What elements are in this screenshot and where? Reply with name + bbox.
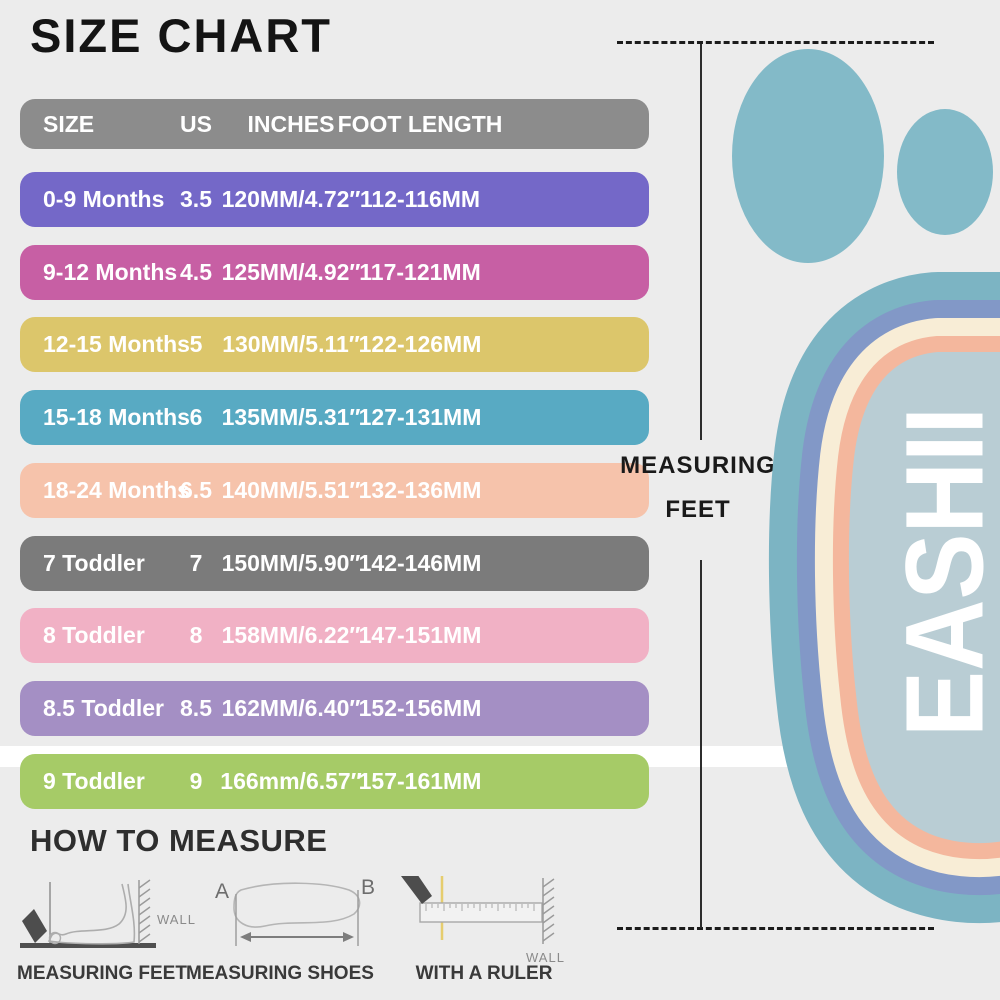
row-foot-length-cell: 157-161MM [358, 767, 482, 794]
measuring-shoes-icon: A B [215, 876, 375, 946]
row-size-cell: 8.5 Toddler [43, 694, 164, 721]
row-us-cell: 8 [189, 622, 203, 649]
row-foot-length-cell: 142-146MM [358, 549, 482, 576]
row-us-cell: 8.5 [180, 694, 212, 721]
foot-outline-illustration: EASHII [732, 49, 1000, 924]
row-us-cell: 6 [189, 404, 203, 431]
vertical-measure-line-upper [700, 44, 702, 440]
big-toe-outline [48, 931, 62, 945]
bottom-dashed-measure-line [617, 927, 934, 930]
column-header-us: US [180, 111, 212, 137]
row-size-cell: 9-12 Months [43, 258, 178, 285]
row-us-cell: 5 [189, 331, 203, 358]
row-foot-length-cell: 127-131MM [358, 404, 482, 431]
ruler-ticks [425, 904, 535, 911]
table-row: 15-18 Months 6 135MM/5.31″ 127-131MM [20, 390, 649, 446]
row-us-cell: 4.5 [180, 258, 212, 285]
row-inches-cell: 166mm/6.57″ [220, 767, 362, 794]
ruler-icon: WALL [401, 876, 565, 965]
page-title: SIZE CHART [30, 9, 332, 62]
table-row: 9 Toddler 9 166mm/6.57″ 157-161MM [20, 753, 649, 809]
measuring-feet-note-line2: FEET [665, 496, 731, 523]
row-size-cell: 18-24 Months [43, 476, 190, 503]
column-header-size: SIZE [43, 111, 95, 137]
pencil-icon [22, 909, 47, 943]
wall-hatching [138, 879, 151, 943]
row-foot-length-cell: 112-116MM [359, 186, 481, 212]
table-row: 7 Toddler 7 150MM/5.90″ 142-146MM [20, 535, 649, 591]
point-a-label: A [215, 880, 229, 903]
measuring-feet-icon: WALL [20, 879, 196, 948]
top-dashed-measure-line [617, 41, 934, 44]
row-inches-cell: 150MM/5.90″ [221, 549, 361, 576]
foot-inner-fill [848, 352, 1000, 844]
row-inches-cell: 135MM/5.31″ [221, 404, 361, 431]
table-header-row: SIZE US INCHES FOOT LENGTH [20, 99, 649, 149]
big-toe-shape [732, 49, 884, 263]
measuring-shoes-caption: MEASURING SHOES [186, 963, 374, 984]
table-row: 12-15 Months 5 130MM/5.11″ 122-126MM [20, 317, 649, 373]
row-size-cell: 15-18 Months [43, 404, 190, 431]
table-row: 18-24 Months 6.5 140MM/5.51″ 132-136MM [20, 462, 649, 518]
wall-label: WALL [526, 950, 565, 965]
row-foot-length-cell: 152-156MM [358, 694, 482, 721]
column-header-inches: INCHES [247, 111, 335, 137]
row-foot-length-cell: 132-136MM [358, 476, 482, 503]
measuring-feet-note-line1: MEASURING [620, 452, 776, 479]
row-us-cell: 3.5 [180, 186, 212, 212]
second-toe-shape [897, 109, 993, 235]
length-arrow [240, 932, 354, 942]
point-b-label: B [361, 876, 375, 899]
foot-profile-outline [47, 883, 136, 945]
column-header-foot-length: FOOT LENGTH [337, 111, 503, 137]
row-inches-cell: 130MM/5.11″ [222, 331, 360, 358]
row-foot-length-cell: 147-151MM [358, 622, 482, 649]
row-us-cell: 6.5 [180, 476, 212, 503]
row-size-cell: 12-15 Months [43, 331, 190, 358]
wall-hatching [542, 878, 555, 942]
row-foot-length-cell: 117-121MM [359, 258, 481, 285]
pencil-icon [401, 876, 432, 904]
row-inches-cell: 140MM/5.51″ [221, 476, 361, 503]
row-inches-cell: 162MM/6.40″ [221, 694, 361, 721]
row-inches-cell: 125MM/4.92″ [221, 258, 361, 285]
brand-text: EASHII [884, 407, 1000, 737]
row-inches-cell: 120MM/4.72″ [221, 186, 361, 212]
row-us-cell: 7 [189, 549, 203, 576]
with-a-ruler-caption: WITH A RULER [415, 963, 553, 984]
table-row: 9-12 Months 4.5 125MM/4.92″ 117-121MM [20, 244, 649, 300]
row-size-cell: 0-9 Months [43, 186, 165, 212]
wall-label: WALL [157, 912, 196, 927]
measuring-feet-note: MEASURING FEET [620, 452, 776, 524]
row-foot-length-cell: 122-126MM [358, 331, 482, 358]
how-to-measure-heading: HOW TO MEASURE [30, 823, 328, 858]
table-row: 8.5 Toddler 8.5 162MM/6.40″ 152-156MM [20, 680, 649, 736]
row-size-cell: 8 Toddler [43, 622, 145, 649]
row-us-cell: 9 [189, 767, 203, 794]
row-size-cell: 7 Toddler [43, 549, 145, 576]
table-row: 0-9 Months 3.5 120MM/4.72″ 112-116MM [20, 172, 649, 227]
row-inches-cell: 158MM/6.22″ [221, 622, 361, 649]
measuring-feet-caption: MEASURING FEET [17, 963, 187, 984]
vertical-measure-line-lower [700, 560, 702, 928]
row-size-cell: 9 Toddler [43, 767, 145, 794]
table-row: 8 Toddler 8 158MM/6.22″ 147-151MM [20, 608, 649, 664]
shoe-outline [233, 882, 361, 928]
floor-line [20, 943, 156, 948]
